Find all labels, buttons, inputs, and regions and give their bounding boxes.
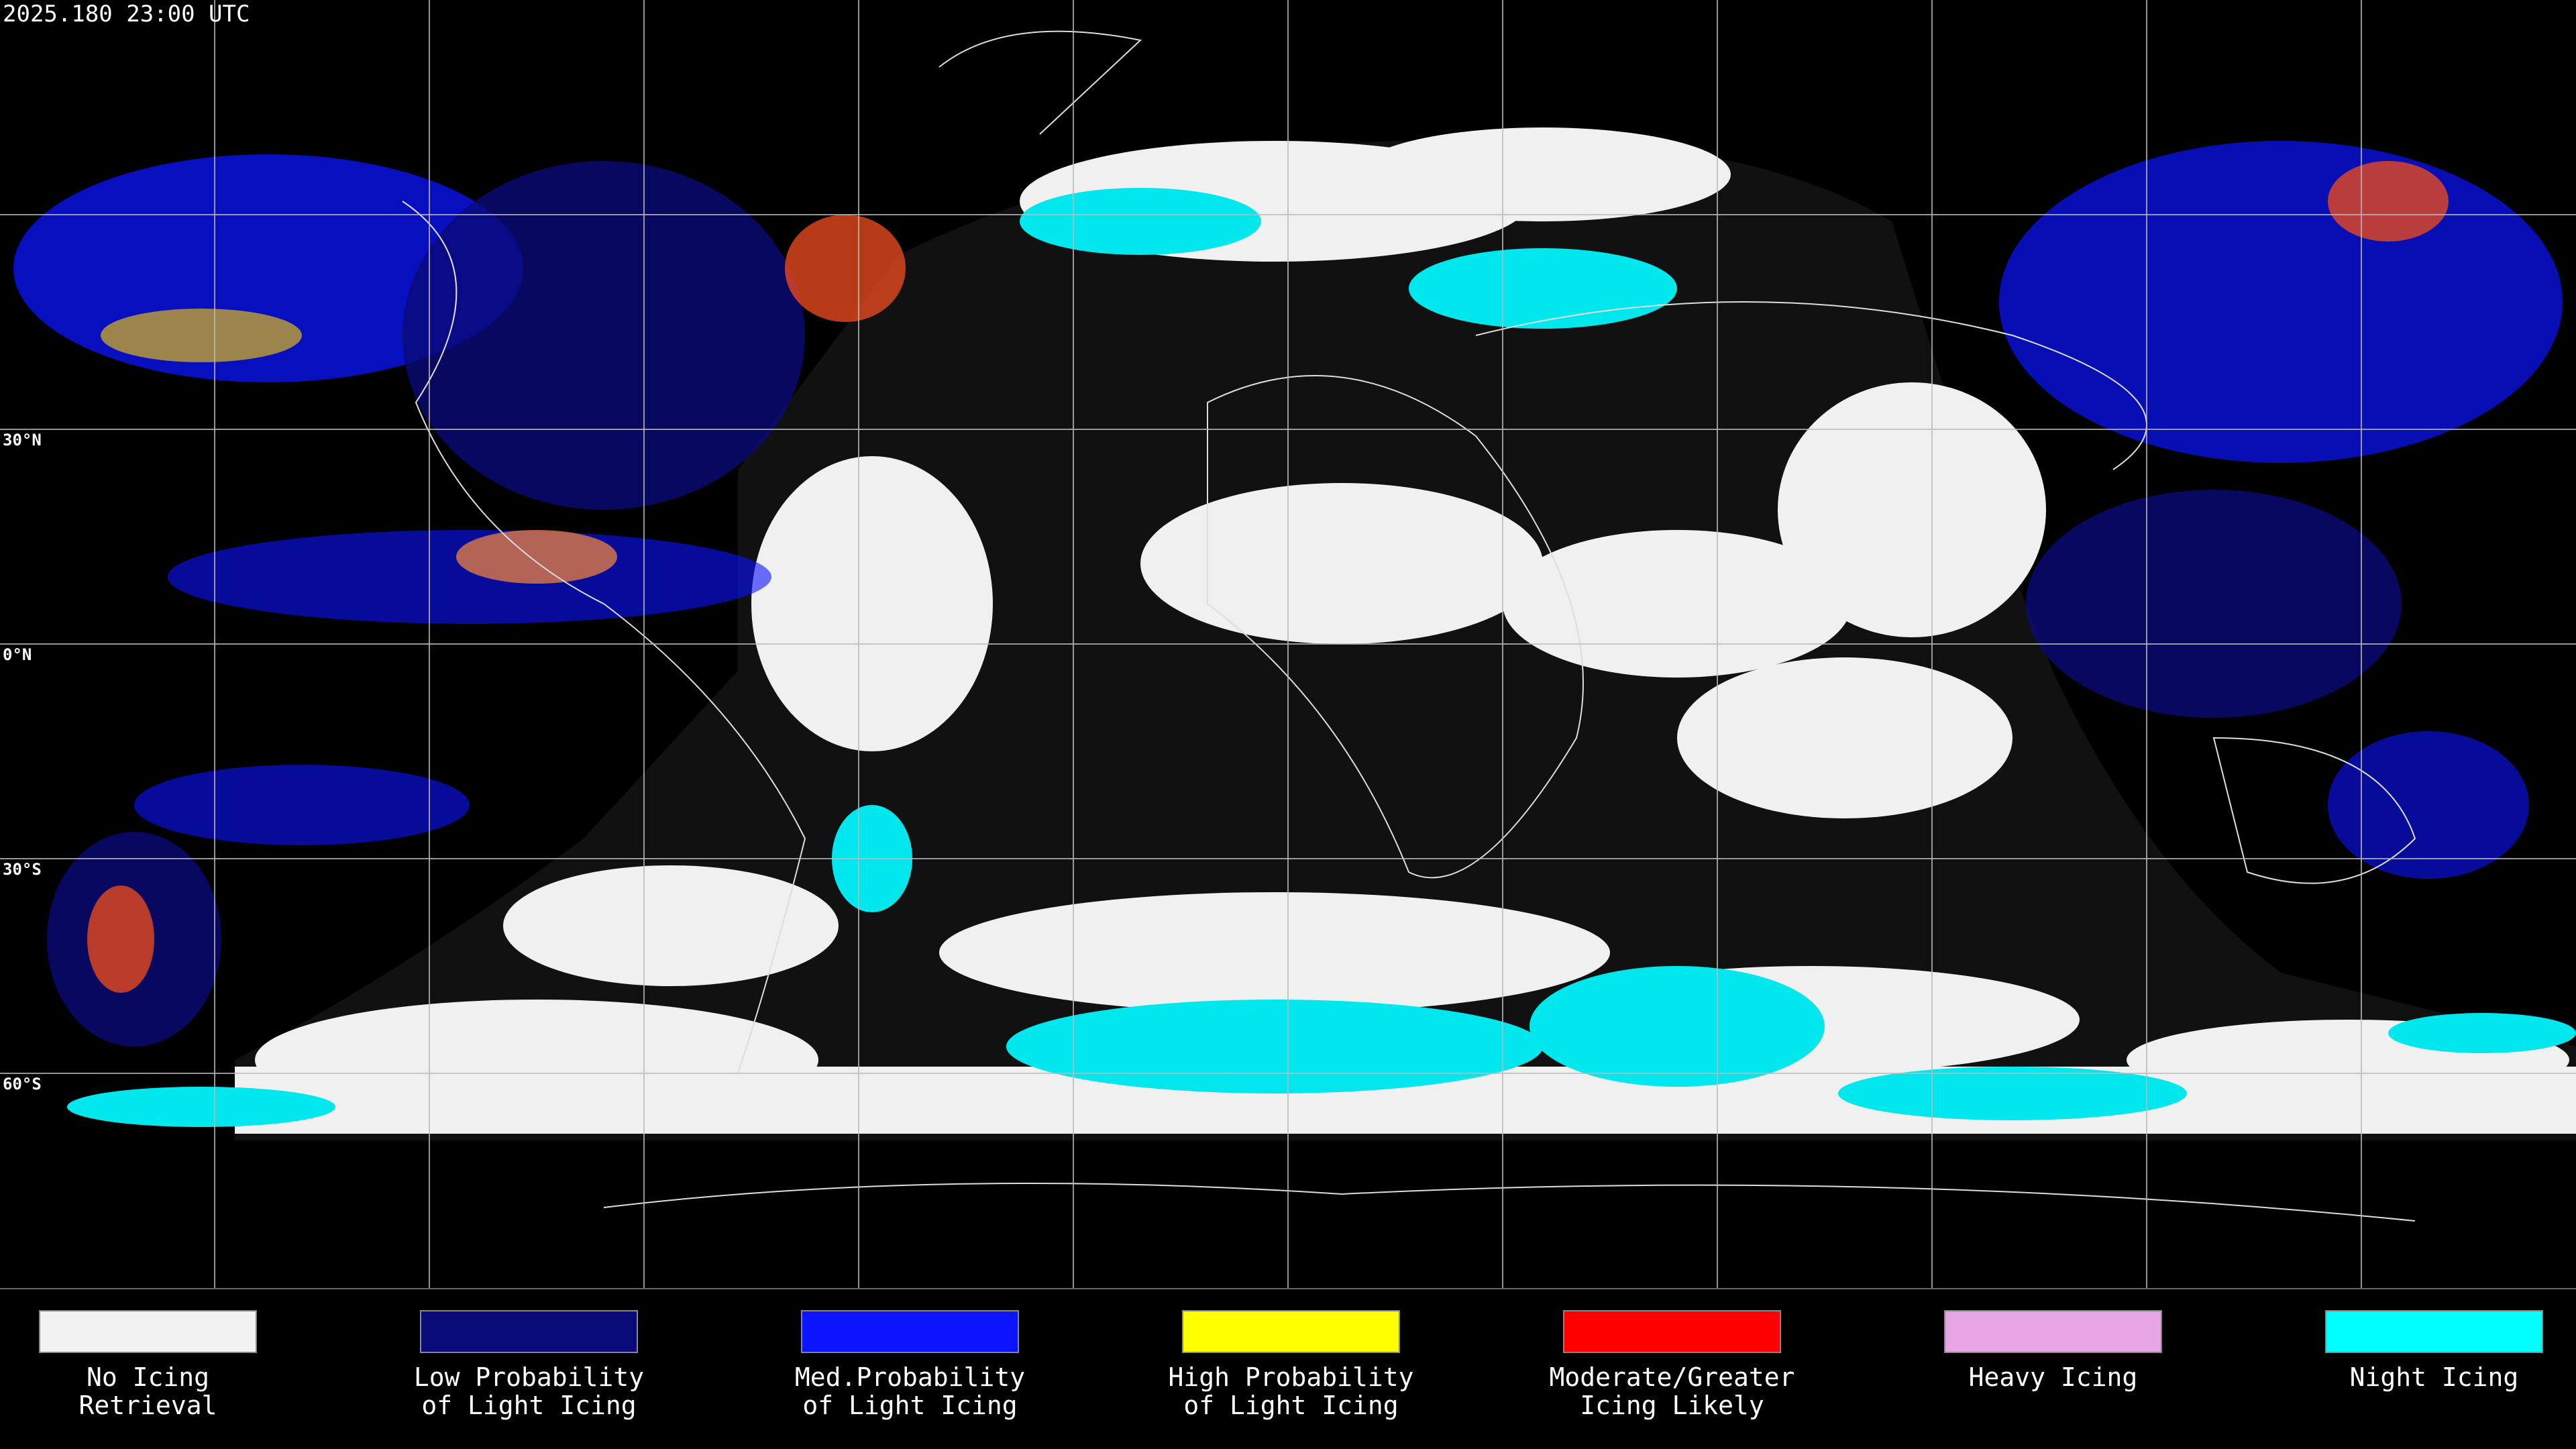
legend-label: No Icing xyxy=(87,1362,209,1392)
latitude-labels: 30°N 0°N 30°S 60°S xyxy=(3,431,42,1093)
legend-label: Low Probability xyxy=(414,1362,644,1392)
legend-label: Retrieval xyxy=(79,1391,217,1420)
no-icing-clouds xyxy=(235,127,2576,1134)
latitude-label: 30°N xyxy=(3,431,42,449)
legend-label: of Light Icing xyxy=(421,1391,636,1420)
legend-swatch xyxy=(801,1310,1019,1353)
legend-label: Night Icing xyxy=(2350,1362,2519,1392)
legend-swatch xyxy=(1563,1310,1781,1353)
graticule xyxy=(0,0,2576,1288)
latitude-label: 30°S xyxy=(3,860,42,879)
legend-label: Icing Likely xyxy=(1580,1391,1764,1420)
legend-label: High Probability xyxy=(1168,1362,1413,1392)
timestamp: 2025.180 23:00 UTC xyxy=(3,1,250,28)
icing-retrievals xyxy=(13,141,2563,1046)
retrieval-region xyxy=(235,140,2576,1140)
legend-swatch xyxy=(420,1310,638,1353)
legend-label: of Light Icing xyxy=(802,1391,1017,1420)
night-icing-clouds xyxy=(67,188,2576,1127)
legend-label: Heavy Icing xyxy=(1969,1362,2138,1392)
map xyxy=(0,0,2576,1289)
legend-swatch xyxy=(1182,1310,1400,1353)
latitude-label: 60°S xyxy=(3,1075,42,1093)
latitude-label: 0°N xyxy=(3,645,32,664)
legend-swatch xyxy=(2325,1310,2543,1353)
legend-swatch xyxy=(1944,1310,2162,1353)
legend-label: Med.Probability xyxy=(795,1362,1025,1392)
coastlines xyxy=(402,30,2416,1222)
legend-label: Moderate/Greater xyxy=(1549,1362,1794,1392)
map-border xyxy=(0,1288,2576,1289)
legend-label: of Light Icing xyxy=(1183,1391,1398,1420)
legend-swatch xyxy=(39,1310,257,1353)
